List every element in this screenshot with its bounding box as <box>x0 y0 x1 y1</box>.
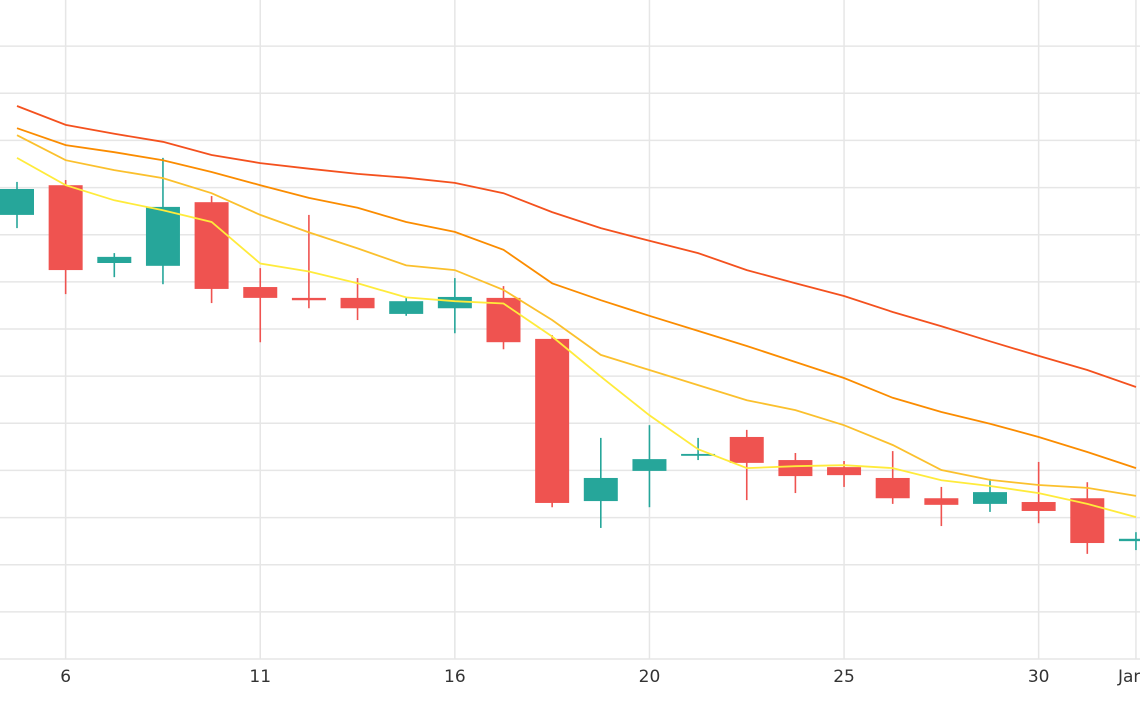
candle-body <box>924 498 959 505</box>
x-tick-label: 20 <box>639 667 661 687</box>
x-tick-label: 30 <box>1028 667 1050 687</box>
candle-body <box>535 338 570 503</box>
candle-body <box>973 492 1007 504</box>
x-tick-label: Jan <box>1117 667 1140 687</box>
candle-body <box>48 185 83 271</box>
candle-body <box>0 188 34 215</box>
candle-body <box>340 297 375 309</box>
candle-body <box>827 467 862 476</box>
candle-body <box>875 477 910 499</box>
candle-body <box>632 459 667 471</box>
candle-body <box>145 206 180 266</box>
candle-body <box>486 297 521 343</box>
candle-body <box>243 287 278 298</box>
candle-body <box>1070 498 1105 544</box>
candle-body <box>1021 502 1056 511</box>
candle-body <box>194 202 229 289</box>
moving-average-line <box>16 134 1137 497</box>
moving-average-line <box>16 157 1137 518</box>
x-tick-label: 6 <box>60 667 71 687</box>
moving-average-line <box>16 127 1137 469</box>
x-tick-label: 25 <box>833 667 855 687</box>
candle-body <box>681 453 716 456</box>
moving-average-line <box>16 105 1137 388</box>
candle-body <box>583 477 618 502</box>
x-tick-label: 16 <box>444 667 466 687</box>
candle-body <box>729 436 764 463</box>
candle-body <box>97 256 132 263</box>
candle-body <box>778 460 813 477</box>
candle-body <box>389 301 424 314</box>
x-tick-label: 11 <box>249 667 271 687</box>
candle-body <box>1118 538 1140 542</box>
candle-body <box>291 297 326 301</box>
candle-body <box>437 296 472 309</box>
